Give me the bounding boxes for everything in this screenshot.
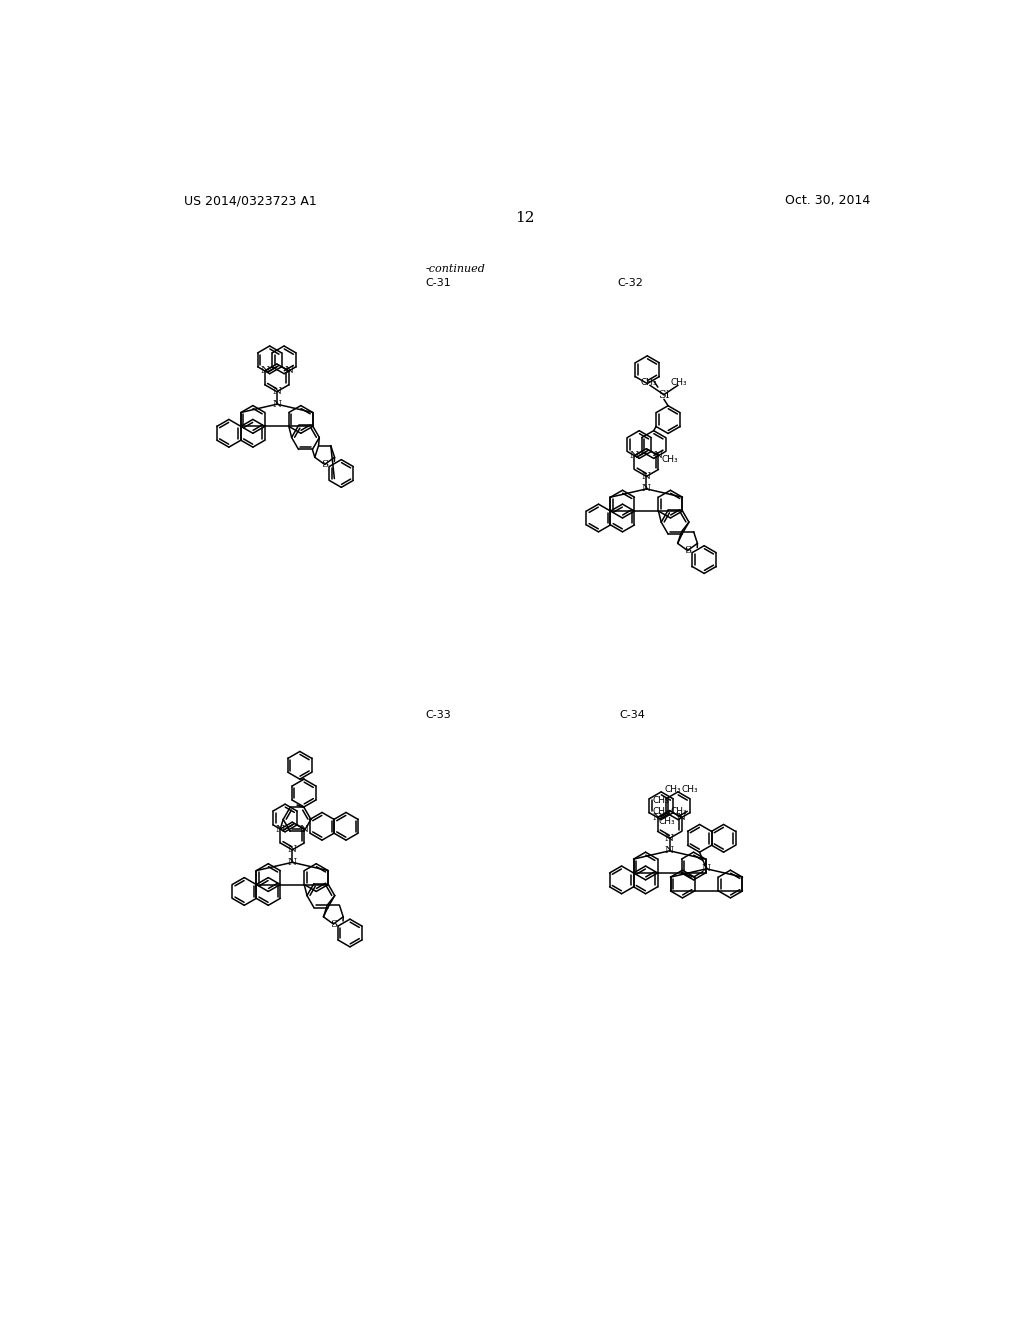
Text: N: N	[272, 400, 282, 409]
Text: CH₃: CH₃	[652, 807, 669, 816]
Text: N: N	[653, 813, 663, 822]
Text: CH₃: CH₃	[658, 817, 675, 825]
Text: S: S	[684, 546, 691, 556]
Text: N: N	[300, 825, 309, 833]
Text: CH₃: CH₃	[662, 455, 679, 465]
Text: C-33: C-33	[425, 710, 452, 721]
Text: C-32: C-32	[617, 279, 643, 288]
Text: CH₃: CH₃	[652, 796, 669, 805]
Text: C-31: C-31	[425, 279, 452, 288]
Text: S: S	[322, 459, 329, 469]
Text: CH₃: CH₃	[665, 785, 682, 795]
Text: C-34: C-34	[620, 710, 645, 721]
Text: CH₃: CH₃	[671, 807, 687, 816]
Text: -continued: -continued	[425, 264, 485, 273]
Text: N: N	[260, 367, 269, 375]
Text: N: N	[285, 367, 294, 375]
Text: N: N	[701, 865, 711, 874]
Text: CH₃: CH₃	[671, 378, 688, 387]
Text: N: N	[288, 845, 297, 854]
Text: N: N	[272, 387, 282, 396]
Text: Si: Si	[658, 389, 670, 400]
Text: US 2014/0323723 A1: US 2014/0323723 A1	[184, 194, 317, 207]
Text: N: N	[677, 813, 686, 822]
Text: N: N	[288, 858, 297, 867]
Text: N: N	[630, 451, 639, 461]
Text: N: N	[665, 834, 674, 842]
Text: 12: 12	[515, 211, 535, 226]
Text: N: N	[275, 825, 285, 833]
Text: CH₃: CH₃	[682, 785, 698, 795]
Text: N: N	[665, 846, 674, 855]
Text: S: S	[330, 920, 337, 928]
Text: N: N	[642, 484, 651, 494]
Text: CH₃: CH₃	[640, 378, 656, 387]
Text: N: N	[642, 473, 651, 480]
Text: Oct. 30, 2014: Oct. 30, 2014	[784, 194, 869, 207]
Text: N: N	[654, 451, 663, 461]
